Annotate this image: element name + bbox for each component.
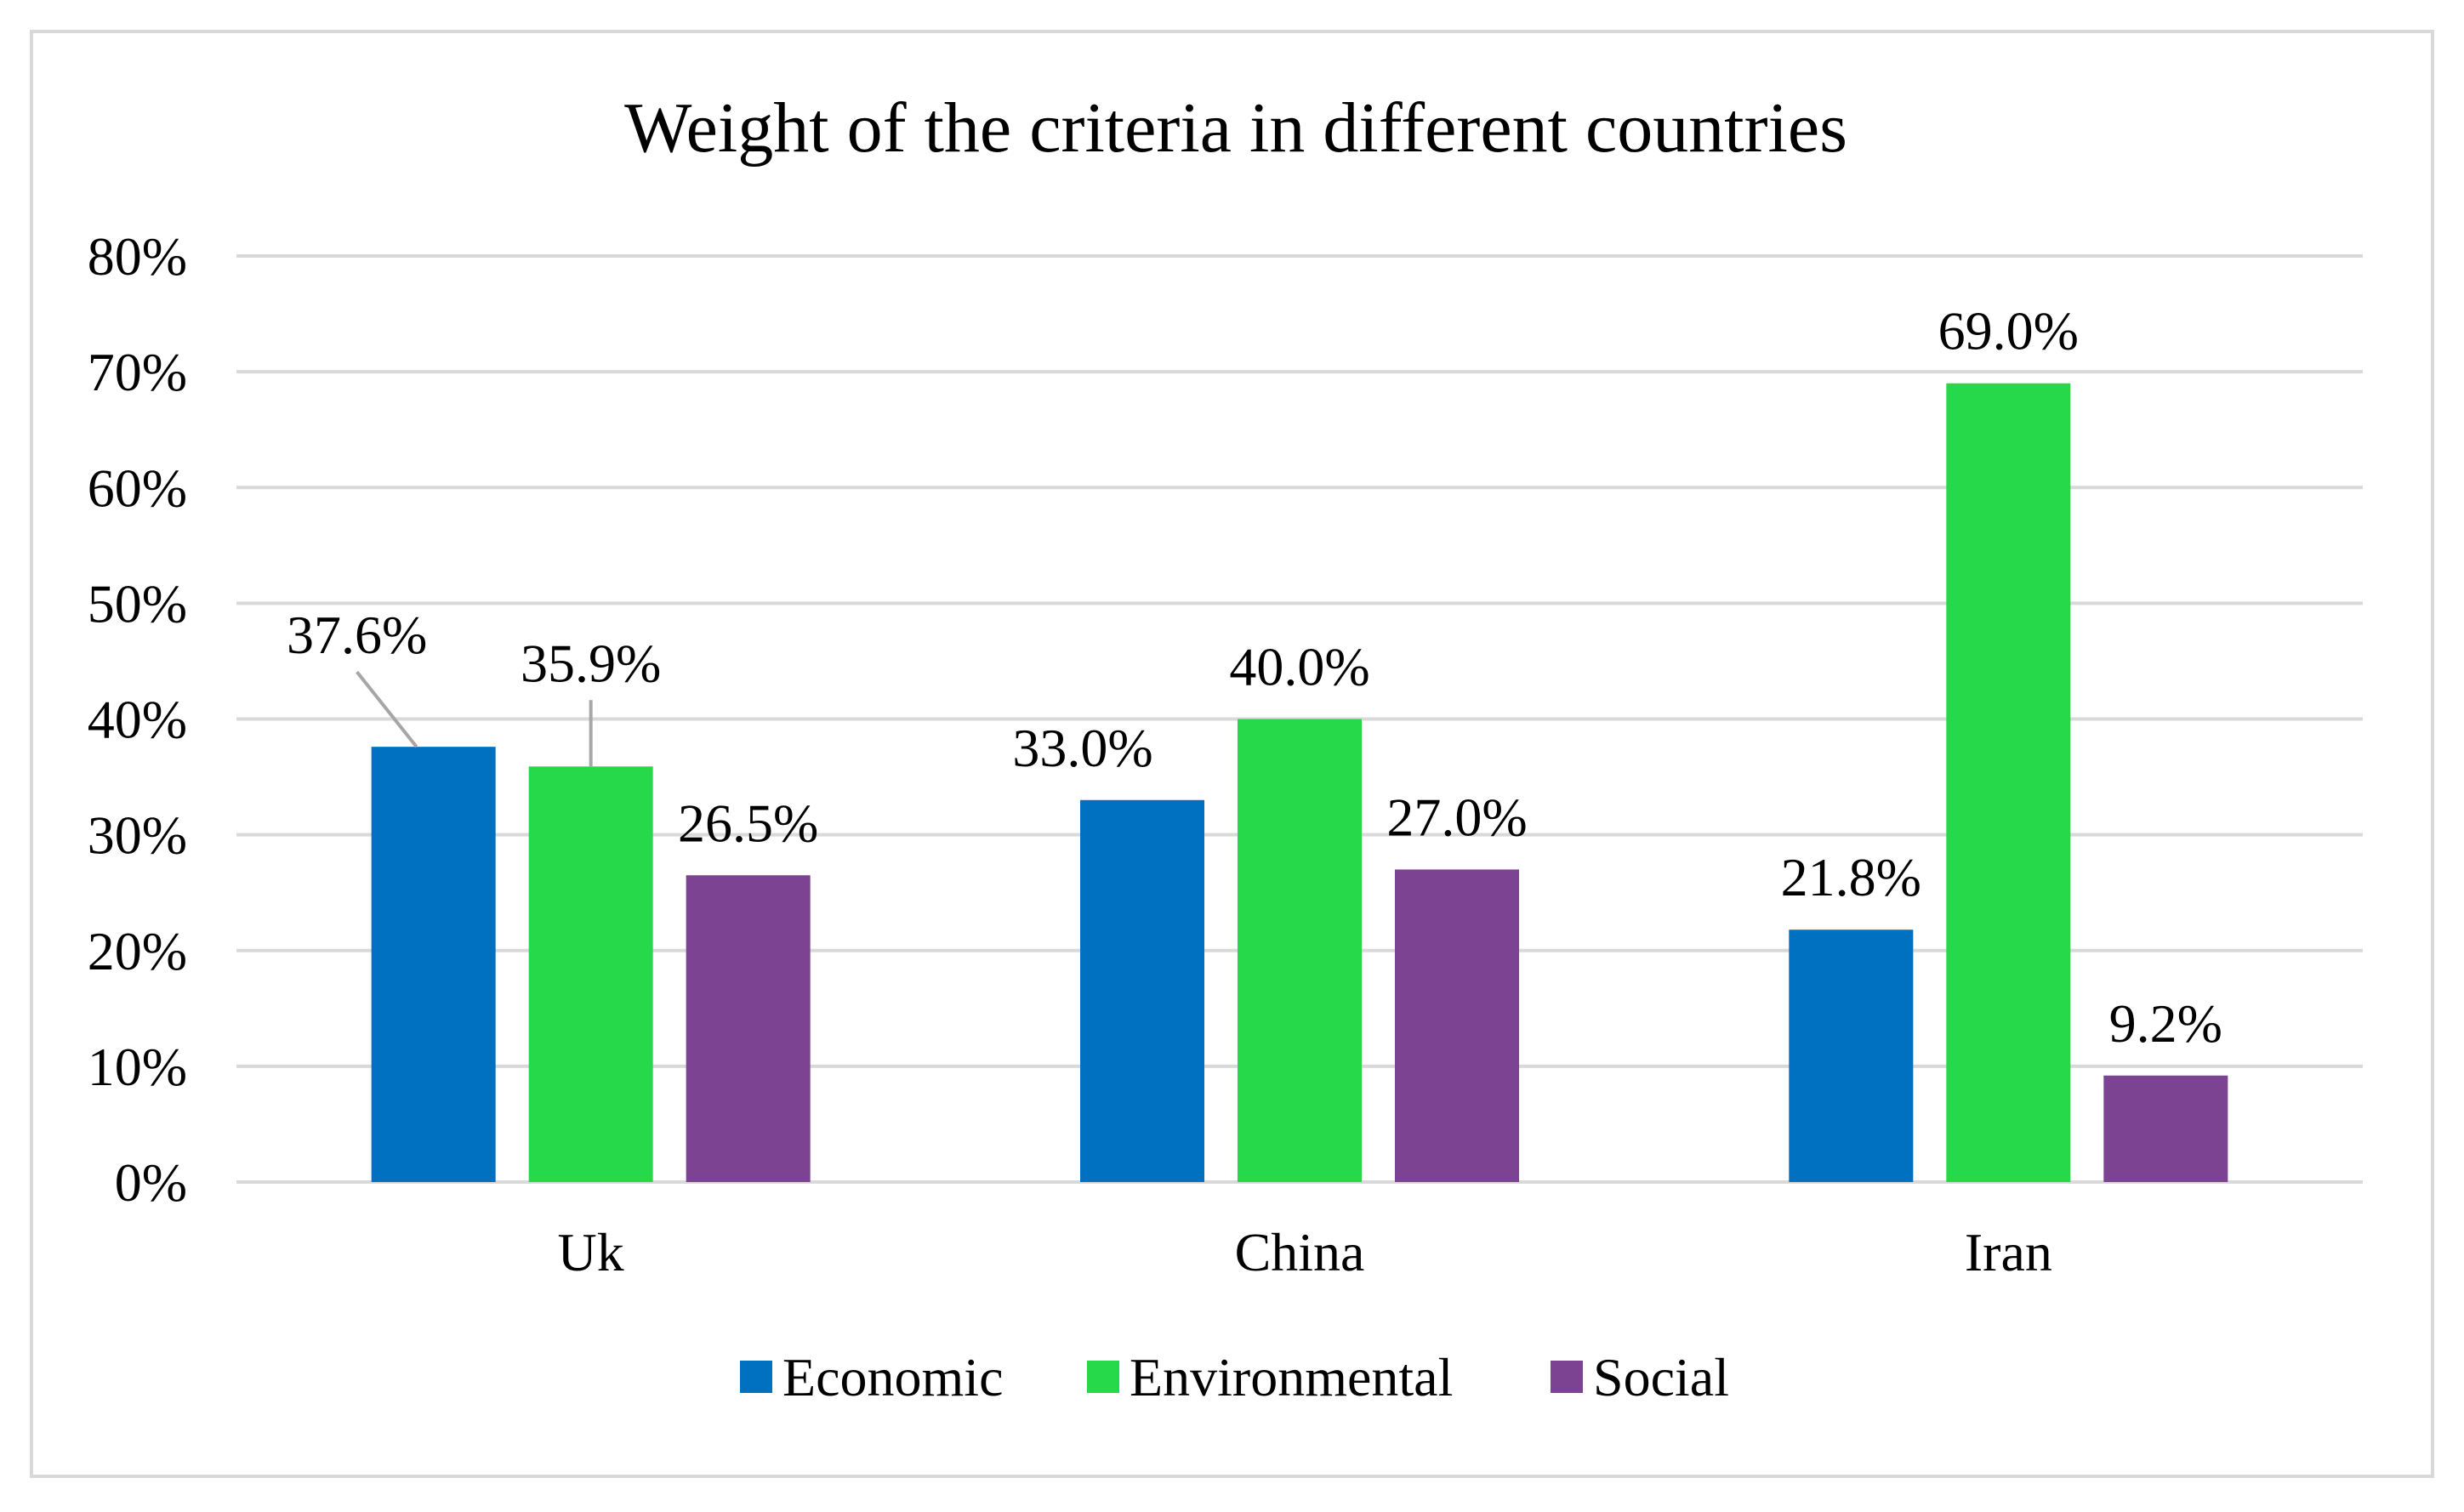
y-tick-label: 50% (88, 573, 187, 634)
bar-economic-china (1080, 799, 1204, 1182)
legend: Economic Environmental Social (740, 1347, 1729, 1407)
y-tick-label: 30% (88, 805, 187, 866)
bar-social-china (1395, 869, 1519, 1182)
legend-label: Economic (782, 1347, 1003, 1407)
x-axis-ticks: Uk China Iran (558, 1222, 2052, 1282)
legend-label: Social (1593, 1347, 1729, 1407)
data-label: 27.0% (1386, 787, 1527, 847)
x-tick-label: Iran (1965, 1222, 2052, 1282)
x-tick-label: Uk (558, 1222, 624, 1282)
y-axis-ticks: 0% 10% 20% 30% 40% 50% 60% 70% 80% (88, 226, 187, 1213)
y-tick-label: 70% (88, 342, 187, 402)
y-tick-label: 80% (88, 226, 187, 287)
x-tick-label: China (1235, 1222, 1365, 1282)
bar-environmental-uk (528, 766, 653, 1182)
data-label: 69.0% (1938, 301, 2079, 361)
y-tick-label: 0% (115, 1152, 187, 1213)
bar-economic-uk (371, 747, 496, 1182)
bar-economic-iran (1789, 929, 1914, 1182)
bar-environmental-china (1238, 719, 1362, 1182)
data-labels: 37.6% 35.9% 26.5% 33.0% 40.0% 27.0% 21.8% 69.0%… (287, 301, 2222, 1054)
chart-title: Weight of the criteria in different coun… (624, 88, 1847, 168)
leader-line-economic-uk (356, 670, 418, 748)
legend-swatch-environmental (1087, 1361, 1119, 1393)
data-label: 40.0% (1229, 637, 1369, 697)
y-tick-label: 20% (88, 921, 187, 981)
y-tick-label: 60% (88, 458, 187, 518)
bar-environmental-iran (1946, 383, 2071, 1182)
data-label: 21.8% (1781, 847, 1921, 907)
bar-social-iran (2103, 1075, 2228, 1182)
data-label: 9.2% (2109, 993, 2222, 1054)
data-label: 37.6% (287, 605, 427, 665)
legend-label: Environmental (1130, 1347, 1453, 1407)
bar-social-uk (686, 875, 811, 1182)
data-label: 33.0% (1012, 718, 1152, 778)
data-label: 26.5% (678, 793, 818, 853)
data-label-leaders (356, 670, 593, 767)
bars (371, 383, 2228, 1182)
y-tick-label: 10% (88, 1037, 187, 1097)
y-tick-label: 40% (88, 690, 187, 750)
data-label: 35.9% (521, 633, 661, 693)
legend-swatch-social (1551, 1361, 1583, 1393)
legend-swatch-economic (740, 1361, 772, 1393)
